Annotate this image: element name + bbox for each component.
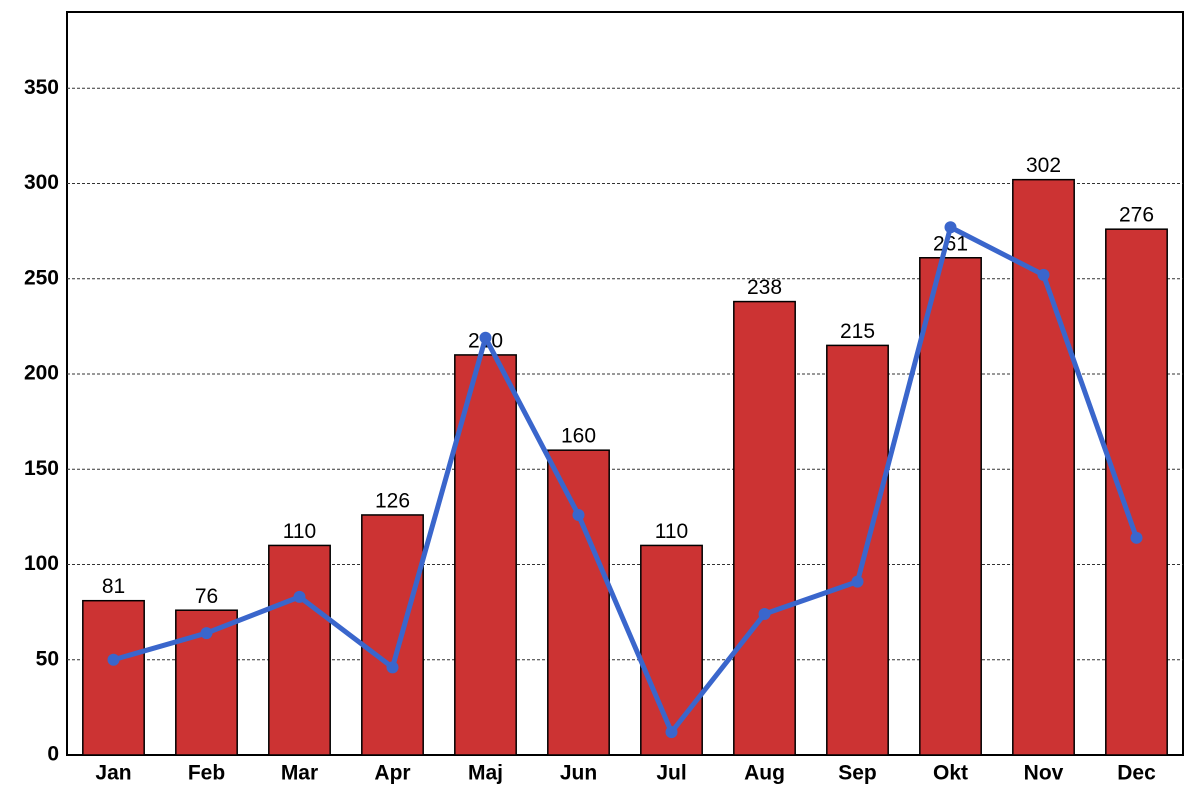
y-tick-label: 250 xyxy=(24,266,59,289)
x-tick-label: Feb xyxy=(188,762,225,785)
value-label: 126 xyxy=(375,490,410,513)
value-label: 76 xyxy=(195,585,218,608)
x-tick-label: Sep xyxy=(838,762,877,785)
value-label: 110 xyxy=(655,520,688,543)
y-tick-label: 150 xyxy=(24,457,59,480)
line-point xyxy=(944,221,957,234)
value-label: 302 xyxy=(1026,154,1061,177)
line-point xyxy=(200,627,213,640)
bar xyxy=(547,449,610,756)
y-tick-label: 50 xyxy=(36,647,59,670)
x-tick-label: Nov xyxy=(1024,762,1064,785)
y-tick-label: 350 xyxy=(24,76,59,99)
value-label: 110 xyxy=(283,520,316,543)
value-label: 81 xyxy=(102,575,125,598)
line-point xyxy=(293,590,306,603)
bar xyxy=(733,300,796,756)
line xyxy=(112,224,1139,735)
y-tick-label: 300 xyxy=(24,171,59,194)
x-tick-label: Okt xyxy=(933,762,968,785)
value-label: 160 xyxy=(561,425,596,448)
bar xyxy=(454,354,517,756)
line-point xyxy=(479,331,492,344)
line-point xyxy=(386,661,399,674)
bar xyxy=(82,599,145,756)
x-tick-label: Apr xyxy=(374,762,410,785)
bar xyxy=(1105,228,1168,756)
x-tick-label: Jun xyxy=(560,762,597,785)
line-point xyxy=(107,653,120,666)
y-tick-label: 200 xyxy=(24,362,59,385)
y-tick-label: 100 xyxy=(24,552,59,575)
bar xyxy=(919,257,982,756)
bar xyxy=(268,544,331,756)
bar xyxy=(640,544,703,756)
line-point xyxy=(1130,531,1143,544)
x-tick-label: Mar xyxy=(281,762,318,785)
x-tick-label: Jul xyxy=(656,762,686,785)
line-point xyxy=(851,575,864,588)
x-tick-label: Aug xyxy=(744,762,785,785)
bar xyxy=(361,514,424,756)
x-tick-label: Maj xyxy=(468,762,503,785)
bar xyxy=(826,344,889,756)
value-label: 215 xyxy=(840,320,875,343)
value-label: 276 xyxy=(1119,204,1154,227)
plot-frame xyxy=(66,11,1184,756)
value-label: 261 xyxy=(933,232,968,255)
line-point xyxy=(572,508,585,521)
line-point xyxy=(665,726,678,739)
value-label: 238 xyxy=(747,276,782,299)
y-tick-label: 0 xyxy=(47,743,59,766)
x-tick-label: Jan xyxy=(95,762,131,785)
line-point xyxy=(758,608,771,621)
x-tick-label: Dec xyxy=(1117,762,1156,785)
line-point xyxy=(1037,268,1050,281)
